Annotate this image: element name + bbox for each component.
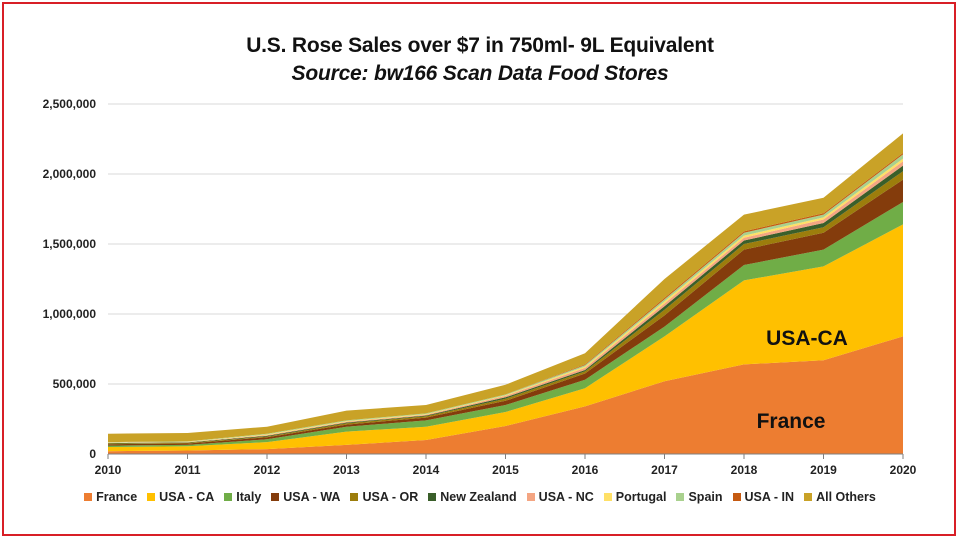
x-tick-label: 2016 — [572, 463, 599, 477]
legend-swatch — [350, 493, 359, 501]
legend-swatch — [271, 493, 280, 501]
legend-item: USA - OR — [350, 490, 418, 504]
y-tick-label: 1,000,000 — [43, 307, 97, 321]
legend-item: Italy — [224, 490, 261, 504]
annotation-france: France — [757, 410, 826, 433]
x-tick-label: 2018 — [731, 463, 758, 477]
legend-swatch — [804, 493, 813, 501]
legend-swatch — [732, 493, 741, 501]
legend-swatch — [603, 493, 612, 501]
legend-swatch — [428, 493, 437, 501]
x-tick-label: 2019 — [810, 463, 837, 477]
y-tick-label: 0 — [89, 447, 96, 461]
legend-label: Portugal — [615, 490, 667, 504]
legend-item: USA - WA — [271, 490, 340, 504]
legend-label: All Others — [816, 490, 876, 504]
area-series-france — [108, 336, 903, 454]
legend-swatch — [224, 493, 233, 501]
legend-label: Italy — [236, 490, 262, 504]
legend-label: USA - WA — [283, 490, 341, 504]
legend-label: New Zealand — [440, 490, 517, 504]
legend-swatch — [676, 493, 685, 501]
y-tick-label: 2,500,000 — [43, 97, 97, 111]
legend-item: All Others — [804, 490, 876, 504]
legend-label: France — [96, 490, 138, 504]
x-tick-label: 2020 — [890, 463, 917, 477]
x-tick-label: 2013 — [333, 463, 360, 477]
legend-label: USA - OR — [362, 490, 419, 504]
legend-swatch — [147, 493, 156, 501]
legend-item: USA - CA — [147, 490, 214, 504]
legend-label: USA - CA — [159, 490, 215, 504]
legend-item: France — [84, 490, 137, 504]
chart-subtitle: Source: bw166 Scan Data Food Stores — [291, 62, 669, 85]
chart-title: U.S. Rose Sales over $7 in 750ml- 9L Equ… — [246, 34, 714, 57]
legend-item: USA - IN — [732, 490, 795, 504]
legend-item: Spain — [676, 490, 723, 504]
x-tick-label: 2017 — [651, 463, 678, 477]
legend-label: USA - IN — [744, 490, 795, 504]
legend-swatch — [526, 493, 535, 501]
legend-label: USA - NC — [538, 490, 594, 504]
legend-item: New Zealand — [428, 490, 517, 504]
legend-swatch — [84, 493, 93, 501]
annotation-usa-ca: USA-CA — [766, 327, 848, 350]
chart-legend: France USA - CA Italy USA - WA USA - OR New Z… — [0, 490, 960, 504]
legend-item: USA - NC — [526, 490, 594, 504]
x-tick-label: 2014 — [413, 463, 440, 477]
x-tick-label: 2015 — [492, 463, 519, 477]
x-tick-label: 2011 — [174, 463, 200, 477]
y-tick-label: 500,000 — [53, 377, 97, 391]
x-tick-label: 2012 — [254, 463, 281, 477]
x-tick-label: 2010 — [95, 463, 122, 477]
y-tick-label: 1,500,000 — [43, 237, 97, 251]
legend-label: Spain — [688, 490, 723, 504]
area-series-usa-ca — [108, 224, 903, 452]
y-tick-label: 2,000,000 — [43, 167, 97, 181]
legend-item: Portugal — [603, 490, 667, 504]
